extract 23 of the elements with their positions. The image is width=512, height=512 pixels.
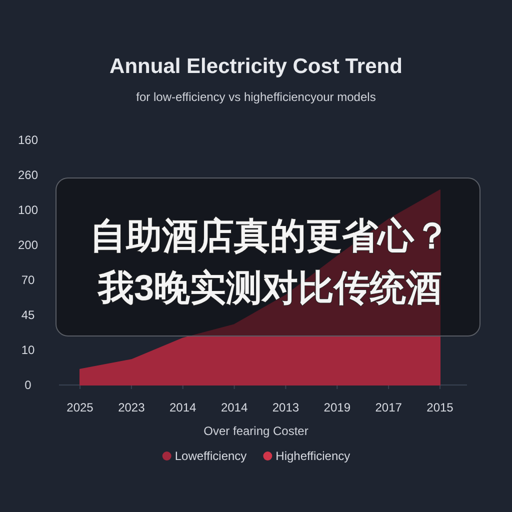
x-tick-label: 2015 <box>426 400 454 415</box>
x-axis-title: Over fearing Coster <box>204 424 308 438</box>
annotation: 我3晚实测对比传统酒 <box>96 267 442 308</box>
text: 10 <box>21 343 35 357</box>
text: 160 <box>18 133 38 147</box>
x-tick-label: 2023 <box>118 400 146 415</box>
text: 260 <box>18 168 38 182</box>
x-tick-label: 2017 <box>375 400 402 415</box>
annotation: 自助酒店真的更省心？ <box>90 215 450 256</box>
x-tick-label: 2025 <box>66 400 94 415</box>
text: 200 <box>18 238 38 252</box>
x-tick-label: 2019 <box>324 400 351 415</box>
chart-subtitle: for low-efficiency vs highefficiencyour models <box>136 90 376 104</box>
x-tick-label: 2013 <box>272 400 300 415</box>
text: 70 <box>21 273 35 287</box>
text: 45 <box>21 308 35 322</box>
x-tick-label: 2014 <box>220 400 248 415</box>
text: 0 <box>24 378 32 392</box>
text: 100 <box>18 203 38 217</box>
legend-label: Lowefficiency <box>174 449 247 463</box>
x-tick-label: 2014 <box>170 400 197 415</box>
chart-title: Annual Electricity Cost Trend <box>110 55 402 78</box>
legend-label: Highefficiency <box>276 449 350 463</box>
